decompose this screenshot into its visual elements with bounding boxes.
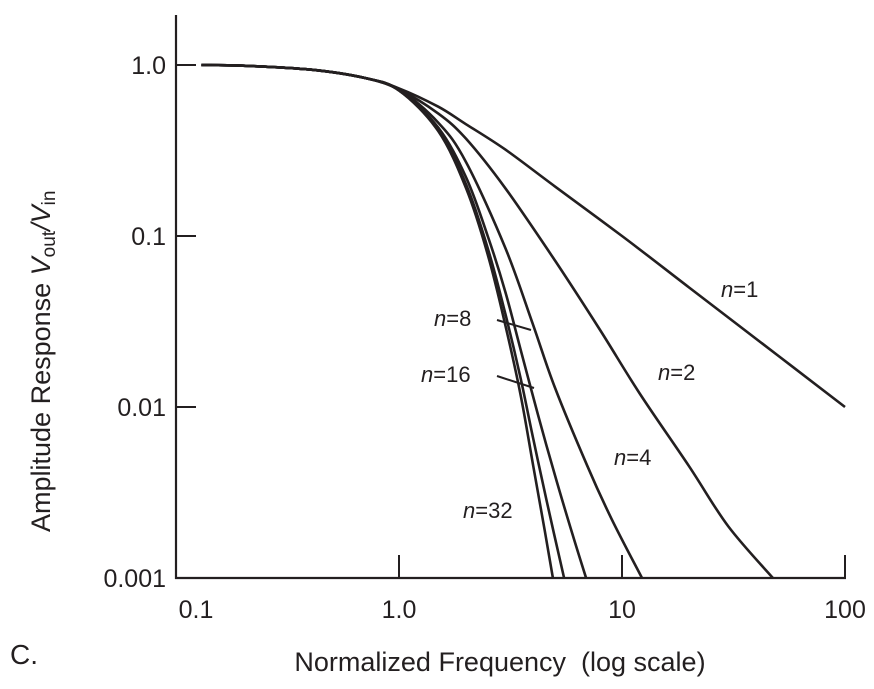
x-axis-title: Normalized Frequency (log scale): [294, 647, 705, 677]
leader-line-n16: [496, 375, 535, 389]
y-axis-title: Amplitude Response Vout/Vin: [26, 191, 60, 532]
curve-label-n1: n=1: [721, 277, 758, 302]
y-tick-label: 1.0: [131, 52, 166, 80]
curve-label-n2: n=2: [658, 360, 695, 385]
curve-label-n8: n=8: [434, 306, 471, 331]
series-line-n8: [201, 63, 588, 579]
x-tick-group: 0.1 1.0 10 100: [179, 555, 866, 624]
y-tick-group: 1.0 0.1 0.01 0.001: [103, 52, 196, 593]
series-line-n32: [201, 63, 555, 579]
curve-label-n4: n=4: [614, 445, 651, 470]
y-tick-label: 0.001: [103, 565, 166, 593]
x-tick-label: 1.0: [382, 596, 417, 624]
curve-label-n32: n=32: [463, 498, 513, 523]
x-tick-label: 100: [824, 596, 866, 624]
series-line-n4: [201, 63, 644, 579]
x-tick-label: 0.1: [179, 596, 214, 624]
x-tick-label: 10: [608, 596, 636, 624]
curve-label-n16: n=16: [421, 362, 471, 387]
y-tick-label: 0.1: [131, 223, 166, 251]
curve-group: [201, 63, 846, 579]
y-tick-label: 0.01: [117, 394, 166, 422]
panel-label: C.: [10, 639, 38, 670]
leader-line-n8: [496, 319, 532, 331]
